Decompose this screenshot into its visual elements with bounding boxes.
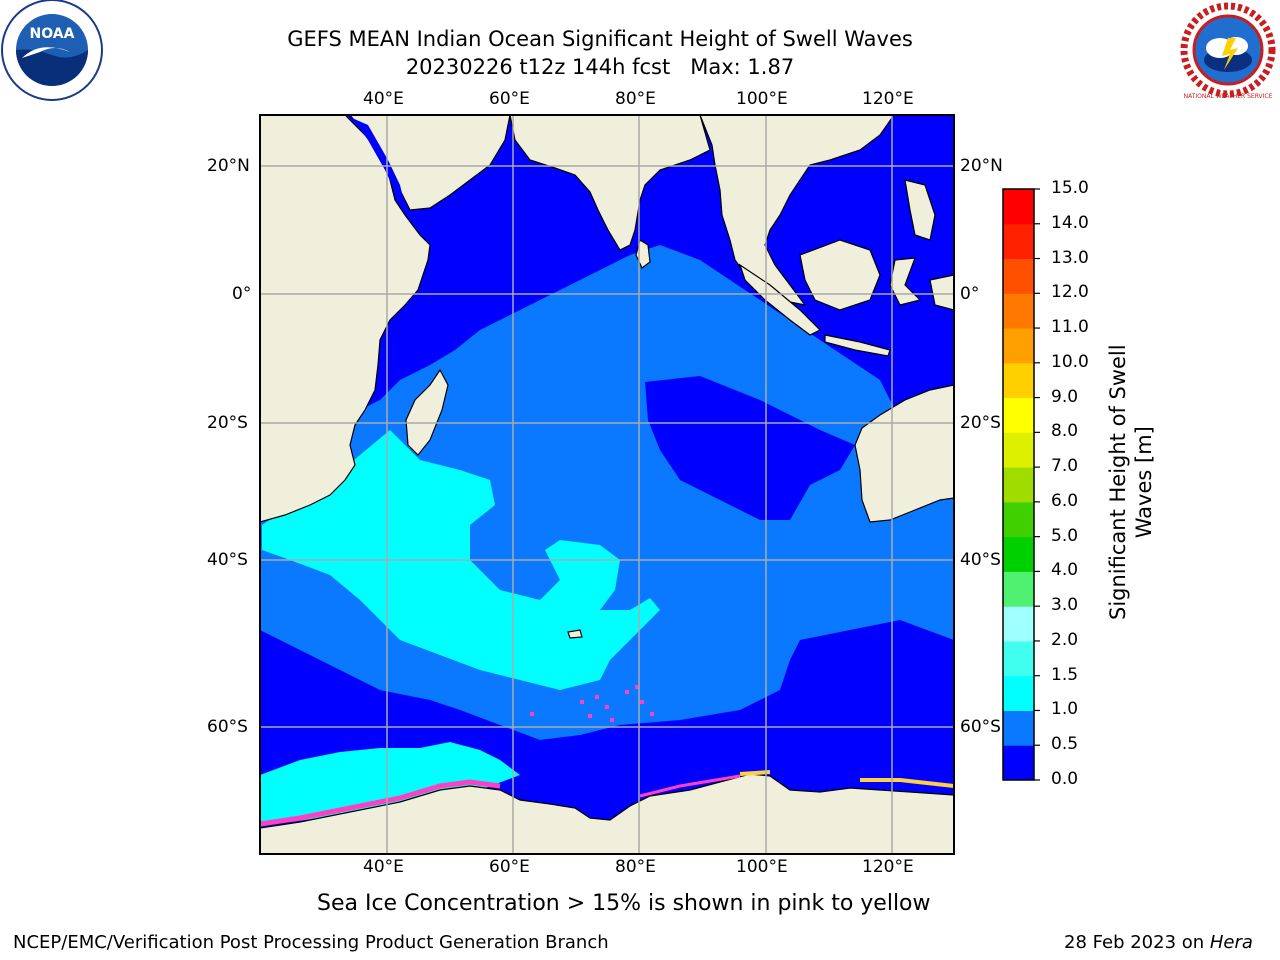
lon-label-bottom: 40°E (363, 857, 404, 877)
map-title: GEFS MEAN Indian Ocean Significant Heigh… (287, 27, 913, 51)
sea-ice-fringe-east (739, 770, 954, 788)
map-subtitle: 20230226 t12z 144h fcst Max: 1.87 (0, 55, 1240, 79)
new-guinea-land (929, 274, 954, 311)
lat-label-left: 0° (232, 284, 252, 304)
lat-label-right: 40°S (960, 550, 1001, 570)
colorbar-frame (1002, 188, 1035, 781)
colorbar-segment (1003, 328, 1034, 364)
colorbar-segment (1003, 571, 1034, 607)
noaa-logo: NOAA (0, 0, 104, 108)
max-value: Max: 1.87 (690, 55, 795, 79)
footer-date: 28 Feb 2023 on Hera (1064, 932, 1253, 953)
borneo-land (799, 239, 881, 311)
colorbar-segment (1003, 258, 1034, 294)
colorbar-tick-label: 12.0 (1051, 282, 1089, 303)
colorbar-tick-label: 1.0 (1051, 699, 1079, 720)
colorbar-segment (1003, 606, 1034, 642)
colorbar-segment (1003, 501, 1034, 538)
sea-ice-fringe (260, 779, 501, 827)
sea-ice-speckles (530, 685, 654, 722)
lat-label-right: 20°N (960, 156, 1003, 176)
colorbar-tick-label: 9.0 (1051, 386, 1079, 407)
footer-credit: NCEP/EMC/Verification Post Processing Pr… (13, 932, 609, 953)
colorbar-segment (1003, 745, 1034, 781)
colorbar-segment (1003, 640, 1034, 677)
footer-host: Hera (1209, 932, 1253, 953)
lon-label-bottom: 100°E (736, 857, 788, 877)
colorbar-segment (1003, 536, 1034, 572)
high-swell-southwest (260, 742, 520, 825)
colorbar (1003, 188, 1040, 781)
colorbar-segment (1003, 293, 1034, 329)
red-sea (352, 118, 405, 205)
colorbar-tick-label: 13.0 (1051, 247, 1089, 268)
colorbar-tick-label: 1.5 (1051, 664, 1079, 685)
java-land (824, 334, 891, 357)
map-frame (259, 114, 955, 855)
colorbar-label-line2: Waves [m] (1132, 426, 1156, 539)
australia-land (854, 384, 954, 523)
colorbar-segment (1003, 432, 1034, 468)
noaa-logo-text: NOAA (30, 26, 75, 42)
lat-label-left: 20°N (207, 156, 250, 176)
colorbar-label: Significant Height of Swell Waves [m] (1105, 344, 1157, 620)
philippines-land (904, 179, 936, 241)
colorbar-tick-label: 11.0 (1051, 317, 1089, 338)
madagascar-land (405, 368, 449, 456)
colorbar-tick-label: 0.0 (1051, 769, 1079, 789)
forecast-time: 20230226 t12z 144h fcst (405, 55, 671, 79)
nws-logo: NATIONAL WEATHER SERVICE (1176, 0, 1280, 108)
colorbar-segment (1003, 223, 1034, 260)
colorbar-tick-label: 0.5 (1051, 734, 1079, 755)
colorbar-tick-label: 3.0 (1051, 595, 1079, 616)
footer-date-text: 28 Feb 2023 on (1064, 932, 1210, 953)
colorbar-segment (1003, 675, 1034, 711)
sea-ice-fringe-east-pink (639, 774, 741, 798)
lat-label-right: 20°S (960, 413, 1001, 433)
lat-label-right: 0° (960, 284, 980, 304)
colorbar-segment (1003, 362, 1034, 399)
low-swell-central (645, 376, 855, 520)
colorbar-tick-label: 10.0 (1051, 351, 1089, 372)
lat-label-right: 60°S (960, 717, 1001, 737)
colorbar-segment (1003, 397, 1034, 433)
lon-label-bottom: 60°E (489, 857, 530, 877)
nws-logo-text: NATIONAL WEATHER SERVICE (1184, 93, 1273, 100)
colorbar-tick-label: 15.0 (1051, 178, 1089, 198)
lon-label-bottom: 80°E (615, 857, 656, 877)
colorbar-tick-label: 2.0 (1051, 629, 1079, 650)
lat-label-left: 20°S (207, 413, 248, 433)
lat-label-left: 60°S (207, 717, 248, 737)
lon-label-top: 80°E (615, 89, 656, 109)
lon-label-top: 120°E (862, 89, 914, 109)
lon-label-top: 100°E (736, 89, 788, 109)
sea-ice-caption: Sea Ice Concentration > 15% is shown in … (317, 891, 931, 916)
lon-label-top: 60°E (489, 89, 530, 109)
colorbar-label-line1: Significant Height of Swell (1106, 344, 1130, 620)
lon-label-top: 40°E (363, 89, 404, 109)
southeast-asia-land (699, 115, 895, 306)
colorbar-segment (1003, 710, 1034, 746)
lon-label-bottom: 120°E (862, 857, 914, 877)
kerguelen-land (567, 629, 583, 639)
colorbar-tick-label: 6.0 (1051, 490, 1079, 511)
colorbar-tick-label: 4.0 (1051, 560, 1079, 581)
lat-label-left: 40°S (207, 550, 248, 570)
colorbar-segment (1003, 189, 1034, 225)
colorbar-tick-label: 5.0 (1051, 525, 1079, 546)
colorbar-tick-label: 8.0 (1051, 421, 1079, 442)
antarctica-land (260, 773, 954, 854)
colorbar-tick-label: 14.0 (1051, 212, 1089, 233)
colorbar-segment (1003, 467, 1034, 503)
graticule (260, 115, 954, 854)
colorbar-tick-label: 7.0 (1051, 456, 1079, 477)
